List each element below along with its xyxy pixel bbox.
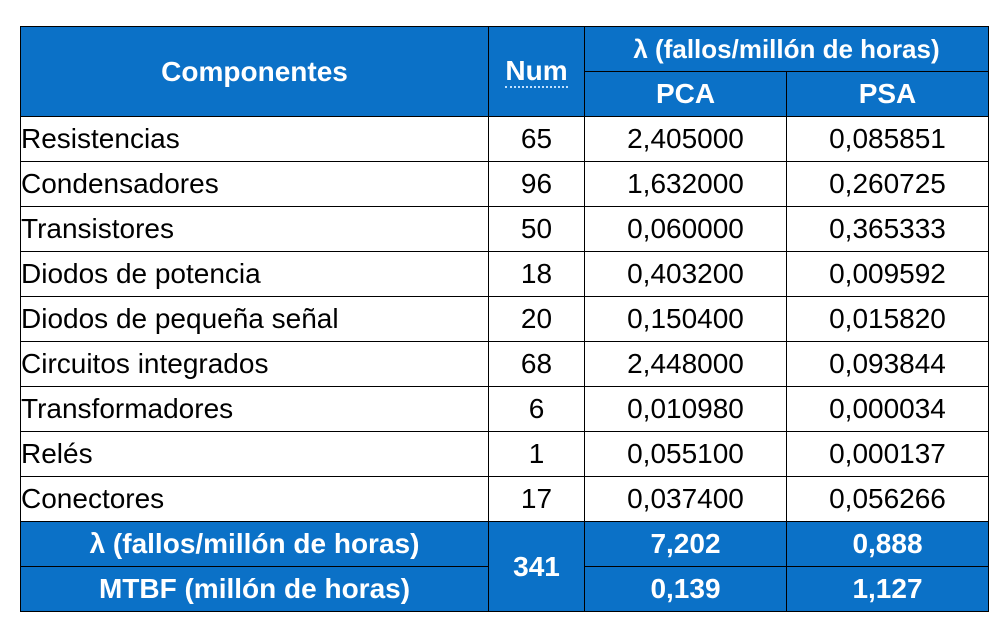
header-psa-label: PSA [858,78,917,109]
table-row: Transformadores 6 0,010980 0,000034 [20,386,989,432]
cell-pca: 1,632000 [584,161,787,207]
cell-component: Conectores [20,476,489,522]
table-row: Resistencias 65 2,405000 0,085851 [20,116,989,162]
cell-pca: 0,060000 [584,206,787,252]
cell-num: 68 [488,341,585,387]
cell-component: Resistencias [20,116,489,162]
footer-row-mtbf: MTBF (millón de horas) 0,139 1,127 [20,566,989,612]
cell-pca: 2,448000 [584,341,787,387]
table-row: Diodos de potencia 18 0,403200 0,009592 [20,251,989,297]
cell-psa: 0,015820 [786,296,989,342]
footer-mtbf-psa: 1,127 [786,566,989,612]
cell-num: 96 [488,161,585,207]
footer-lambda-label: λ (fallos/millón de horas) [20,521,489,567]
cell-psa: 0,009592 [786,251,989,297]
table-row: Diodos de pequeña señal 20 0,150400 0,01… [20,296,989,342]
cell-psa: 0,260725 [786,161,989,207]
footer-lambda-pca: 7,202 [584,521,787,567]
cell-component: Condensadores [20,161,489,207]
cell-pca: 0,150400 [584,296,787,342]
cell-pca: 0,037400 [584,476,787,522]
footer-mtbf-pca: 0,139 [584,566,787,612]
header-pca-label: PCA [655,78,716,109]
cell-num: 17 [488,476,585,522]
footer-lambda-psa: 0,888 [786,521,989,567]
cell-component: Transistores [20,206,489,252]
cell-pca: 0,403200 [584,251,787,297]
cell-component: Diodos de pequeña señal [20,296,489,342]
cell-num: 18 [488,251,585,297]
table-row: Circuitos integrados 68 2,448000 0,09384… [20,341,989,387]
cell-component: Transformadores [20,386,489,432]
cell-component: Diodos de potencia [20,251,489,297]
cell-psa: 0,000034 [786,386,989,432]
cell-num: 65 [488,116,585,162]
table-row: Transistores 50 0,060000 0,365333 [20,206,989,252]
cell-num: 6 [488,386,585,432]
cell-component: Relés [20,431,489,477]
header-num-label: Num [505,55,568,88]
cell-psa: 0,093844 [786,341,989,387]
footer-row-lambda: λ (fallos/millón de horas) 341 7,202 0,8… [20,521,989,612]
cell-pca: 0,010980 [584,386,787,432]
cell-psa: 0,056266 [786,476,989,522]
footer-total-num: 341 [488,521,585,612]
cell-psa: 0,000137 [786,431,989,477]
cell-psa: 0,365333 [786,206,989,252]
header-psa: PSA [786,71,989,117]
header-componentes-label: Componentes [161,55,348,87]
cell-num: 50 [488,206,585,252]
header-pca: PCA [584,71,787,117]
header-lambda-label: λ (fallos/millón de horas) [633,33,940,64]
table-row: Conectores 17 0,037400 0,056266 [20,476,989,522]
cell-num: 1 [488,431,585,477]
header-lambda: λ (fallos/millón de horas) [584,26,989,72]
header-num: Num [488,26,585,117]
cell-pca: 2,405000 [584,116,787,162]
table-row: Relés 1 0,055100 0,000137 [20,431,989,477]
cell-num: 20 [488,296,585,342]
footer-mtbf-label: MTBF (millón de horas) [20,566,489,612]
header-componentes: Componentes [20,26,489,117]
cell-psa: 0,085851 [786,116,989,162]
table-row: Condensadores 96 1,632000 0,260725 [20,161,989,207]
reliability-table: Componentes Num λ (fallos/millón de hora… [20,26,989,612]
cell-component: Circuitos integrados [20,341,489,387]
cell-pca: 0,055100 [584,431,787,477]
